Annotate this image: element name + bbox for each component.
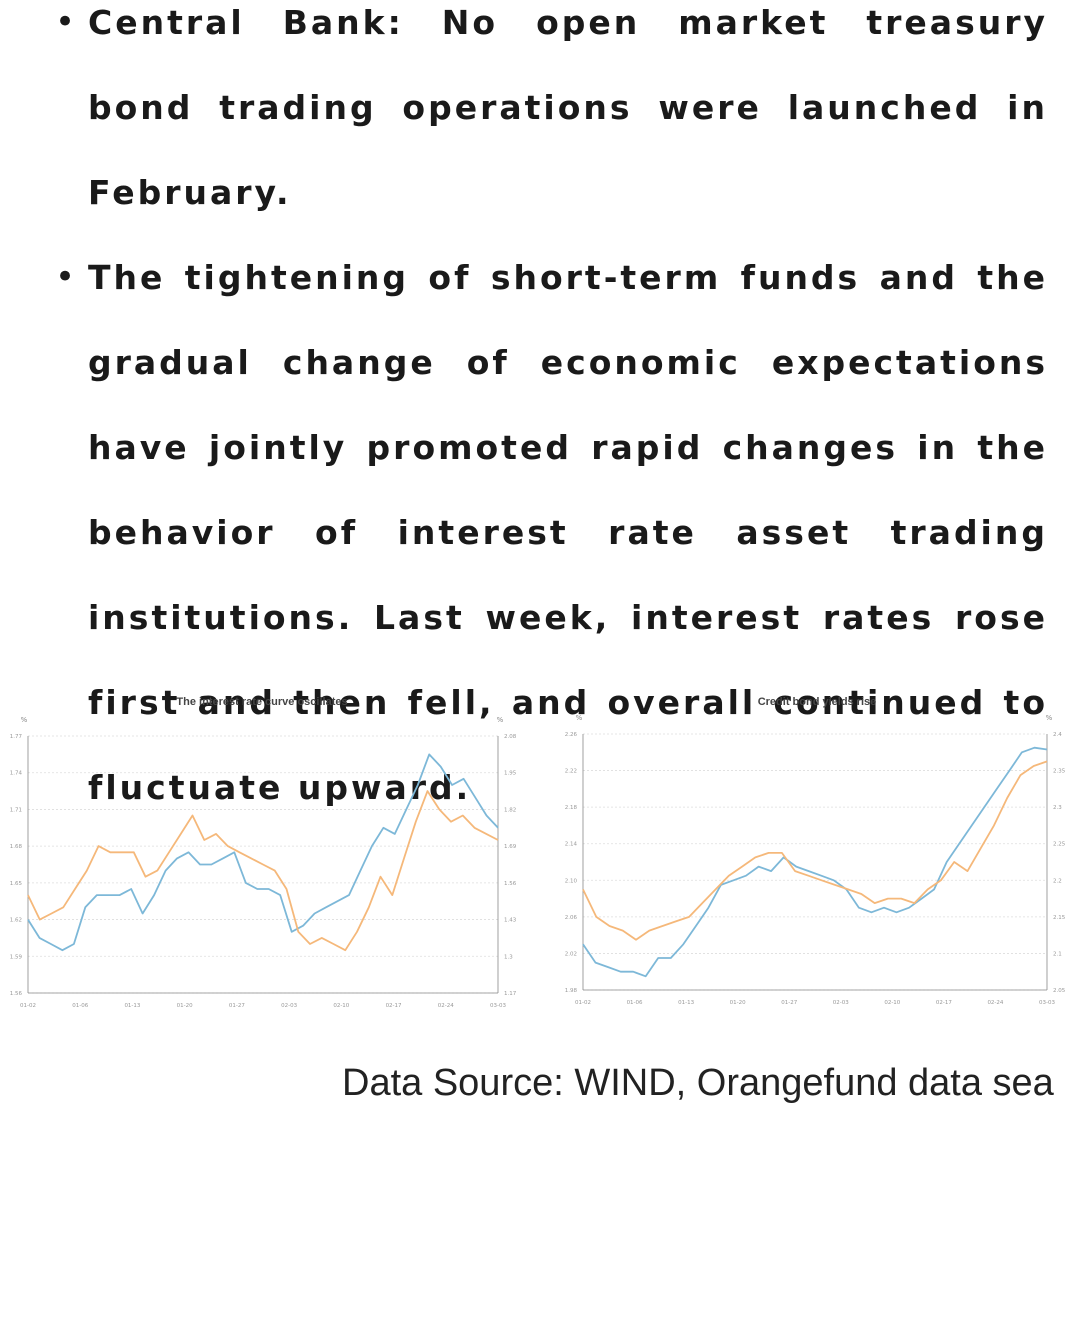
bullet-dot-icon: •: [55, 257, 76, 297]
x-tick-label: 01-02: [20, 1003, 36, 1009]
y-left-tick-label: 2.18: [565, 805, 578, 811]
chart-title: Credit bond yields rise: [758, 696, 877, 708]
y-right-tick-label: 2.05: [1053, 988, 1066, 994]
data-source-caption: Data Source: WIND, Orangefund data sea: [342, 1062, 1054, 1104]
y-right-tick-label: 1.95: [504, 771, 517, 777]
series-line-orange: [27, 790, 499, 952]
y-left-tick-label: 1.71: [10, 807, 22, 813]
x-tick-label: 01-20: [177, 1003, 193, 1009]
y-left-tick-label: 1.68: [10, 844, 23, 850]
y-right-tick-label: 2.25: [1053, 842, 1066, 848]
y-right-tick-label: 2.35: [1053, 769, 1066, 775]
x-tick-label: 02-03: [833, 1000, 849, 1006]
x-tick-label: 02-24: [438, 1003, 454, 1009]
x-tick-label: 02-03: [281, 1003, 297, 1009]
y-right-tick-label: 2.08: [504, 734, 517, 740]
y-right-unit: %: [497, 716, 504, 724]
y-right-tick-label: 1.43: [504, 918, 517, 924]
y-right-tick-label: 1.69: [504, 844, 517, 850]
x-tick-label: 02-24: [987, 1000, 1003, 1006]
chart-title: The interest rate curve oscillates: [176, 696, 347, 708]
y-left-tick-label: 2.02: [565, 951, 577, 957]
bullet-text: The tightening of short-term funds and t…: [88, 258, 1048, 807]
y-left-unit: %: [21, 716, 28, 724]
series-line-orange: [582, 760, 1048, 941]
y-right-tick-label: 1.17: [504, 991, 517, 997]
y-left-tick-label: 2.22: [565, 769, 577, 775]
y-right-tick-label: 2.3: [1053, 805, 1062, 811]
y-left-tick-label: 1.59: [10, 954, 23, 960]
series-line-blue: [27, 753, 499, 952]
series-line-blue: [582, 746, 1048, 978]
bullet-item-central-bank: • Central Bank: No open market treasury …: [0, 0, 1048, 235]
bullet-item-interest-rates: • The tightening of short-term funds and…: [0, 235, 1048, 830]
y-left-tick-label: 2.06: [565, 915, 578, 921]
credit-bond-chart: Credit bond yields rise% % 2.26 2.4 2.22 2.35…: [565, 696, 1066, 1006]
x-tick-label: 03-03: [490, 1003, 506, 1009]
x-tick-label: 01-27: [781, 1000, 797, 1006]
x-tick-label: 01-06: [72, 1003, 88, 1009]
bullet-text: Central Bank: No open market treasury bo…: [88, 3, 1048, 212]
y-left-tick-label: 2.14: [565, 842, 578, 848]
y-right-tick-label: 2.2: [1053, 878, 1062, 884]
x-tick-label: 03-03: [1039, 1000, 1055, 1006]
y-left-tick-label: 2.10: [565, 878, 578, 884]
y-left-tick-label: 1.77: [10, 734, 23, 740]
y-right-tick-label: 1.3: [504, 954, 513, 960]
y-left-tick-label: 1.56: [10, 991, 23, 997]
x-tick-label: 01-06: [627, 1000, 643, 1006]
bullet-dot-icon: •: [55, 2, 76, 42]
interest-rate-chart: The interest rate curve oscillates% % 1.77…: [10, 696, 517, 1009]
bullet-list: • Central Bank: No open market treasury …: [0, 0, 1048, 830]
y-left-unit: %: [576, 714, 583, 722]
x-tick-label: 01-02: [575, 1000, 591, 1006]
x-tick-label: 02-10: [884, 1000, 900, 1006]
x-tick-label: 02-17: [936, 1000, 952, 1006]
x-tick-label: 01-13: [678, 1000, 694, 1006]
y-left-tick-label: 2.26: [565, 732, 578, 738]
y-left-tick-label: 1.65: [10, 881, 23, 887]
y-left-tick-label: 1.62: [10, 918, 22, 924]
x-tick-label: 02-10: [333, 1003, 349, 1009]
x-tick-label: 01-20: [730, 1000, 746, 1006]
y-right-tick-label: 1.82: [504, 807, 516, 813]
x-tick-label: 01-27: [229, 1003, 245, 1009]
x-tick-label: 02-17: [386, 1003, 402, 1009]
y-left-tick-label: 1.98: [565, 988, 578, 994]
x-tick-label: 01-13: [124, 1003, 140, 1009]
y-right-tick-label: 2.4: [1053, 732, 1062, 738]
y-right-tick-label: 2.15: [1053, 915, 1066, 921]
y-right-tick-label: 2.1: [1053, 951, 1062, 957]
y-right-tick-label: 1.56: [504, 881, 517, 887]
y-left-tick-label: 1.74: [10, 771, 23, 777]
y-right-unit: %: [1046, 714, 1053, 722]
